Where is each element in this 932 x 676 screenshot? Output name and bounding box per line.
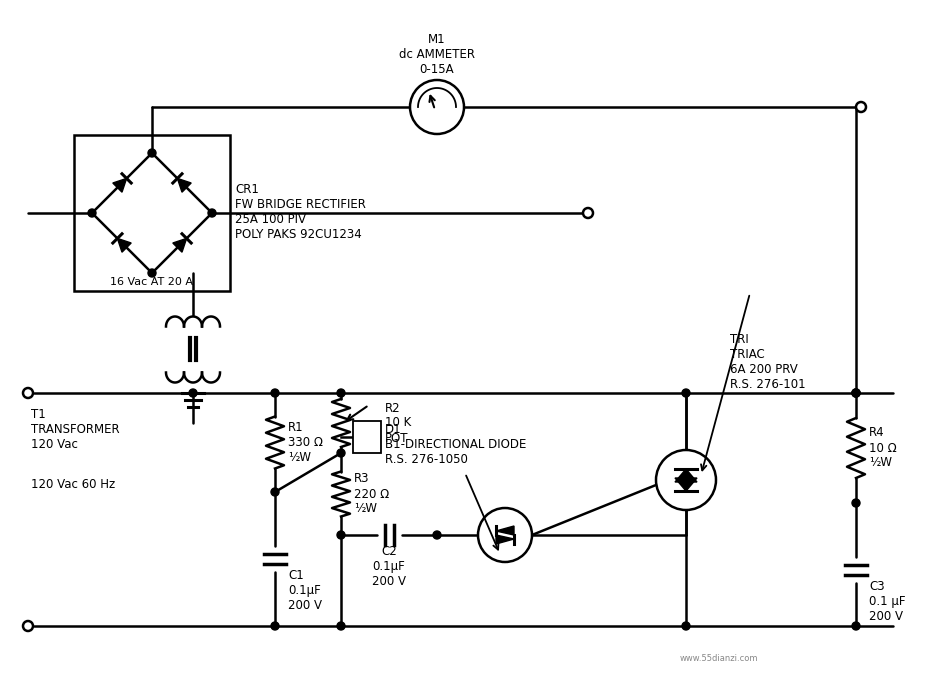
Circle shape xyxy=(23,388,33,398)
Bar xyxy=(74,135,230,291)
Polygon shape xyxy=(177,178,191,192)
Circle shape xyxy=(337,449,345,457)
Polygon shape xyxy=(496,535,514,544)
Circle shape xyxy=(88,209,96,217)
Circle shape xyxy=(682,622,690,630)
Text: TRI
TRIAC
6A 200 PRV
R.S. 276-101: TRI TRIAC 6A 200 PRV R.S. 276-101 xyxy=(730,333,805,391)
Polygon shape xyxy=(172,239,186,252)
Polygon shape xyxy=(113,178,127,192)
Circle shape xyxy=(23,621,33,631)
Text: T1
TRANSFORMER
120 Vac: T1 TRANSFORMER 120 Vac xyxy=(31,408,119,451)
Circle shape xyxy=(856,102,866,112)
Text: R3
220 Ω
½W: R3 220 Ω ½W xyxy=(354,473,390,516)
Circle shape xyxy=(410,80,464,134)
Circle shape xyxy=(208,209,216,217)
Circle shape xyxy=(433,531,441,539)
Circle shape xyxy=(852,389,860,397)
Circle shape xyxy=(337,622,345,630)
Circle shape xyxy=(337,389,345,397)
Circle shape xyxy=(271,389,279,397)
Circle shape xyxy=(852,389,860,397)
Circle shape xyxy=(583,208,593,218)
Circle shape xyxy=(852,622,860,630)
Text: D1
B1-DIRECTIONAL DIODE
R.S. 276-1050: D1 B1-DIRECTIONAL DIODE R.S. 276-1050 xyxy=(385,423,527,466)
Circle shape xyxy=(656,450,716,510)
Polygon shape xyxy=(675,478,697,491)
Circle shape xyxy=(148,269,156,277)
Text: CR1
FW BRIDGE RECTIFIER
25A 100 PIV
POLY PAKS 92CU1234: CR1 FW BRIDGE RECTIFIER 25A 100 PIV POLY… xyxy=(235,183,366,241)
Bar xyxy=(353,421,381,453)
Circle shape xyxy=(852,389,860,397)
Circle shape xyxy=(478,508,532,562)
Text: C1
0.1μF
200 V: C1 0.1μF 200 V xyxy=(288,569,322,612)
Text: C2
0.1μF
200 V: C2 0.1μF 200 V xyxy=(372,545,406,588)
Text: M1
dc AMMETER
0-15A: M1 dc AMMETER 0-15A xyxy=(399,33,475,76)
Circle shape xyxy=(337,531,345,539)
Polygon shape xyxy=(675,469,697,482)
Circle shape xyxy=(852,499,860,507)
Polygon shape xyxy=(117,239,131,252)
Text: 16 Vac AT 20 A: 16 Vac AT 20 A xyxy=(111,277,194,287)
Text: R4
10 Ω
½W: R4 10 Ω ½W xyxy=(869,427,897,470)
Circle shape xyxy=(189,389,197,397)
Circle shape xyxy=(271,488,279,496)
Text: www.55dianzi.com: www.55dianzi.com xyxy=(680,654,759,663)
Text: R1
330 Ω
½W: R1 330 Ω ½W xyxy=(288,421,323,464)
Text: 120 Vac 60 Hz: 120 Vac 60 Hz xyxy=(31,478,116,491)
Circle shape xyxy=(148,149,156,157)
Polygon shape xyxy=(496,526,514,535)
Text: R2
10 K
POT: R2 10 K POT xyxy=(385,402,411,445)
Circle shape xyxy=(271,622,279,630)
Circle shape xyxy=(682,389,690,397)
Text: C3
0.1 μF
200 V: C3 0.1 μF 200 V xyxy=(869,580,906,623)
